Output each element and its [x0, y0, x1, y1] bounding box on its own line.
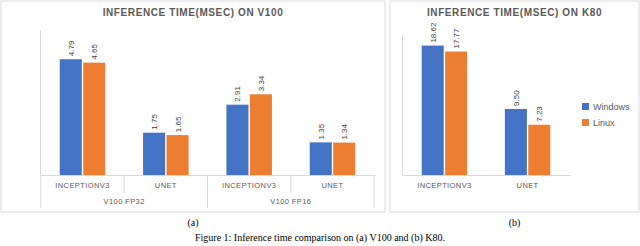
- chart-title: INFERENCE TIME(MSEC) ON V100: [103, 7, 284, 18]
- data-label: 4.79: [67, 40, 76, 56]
- figure-caption: Figure 1: Inference time comparison on (…: [195, 232, 445, 244]
- data-label: 4.65: [90, 44, 99, 60]
- y-axis-line: [402, 37, 403, 176]
- data-label: 18.62: [429, 22, 438, 43]
- panel: INFERENCE TIME(MSEC) ON K80 INCEPTIONV3 UN…: [390, 1, 639, 212]
- bar: [505, 109, 527, 175]
- x-tick: INCEPTIONV3: [55, 175, 109, 190]
- y-axis: [40, 31, 41, 176]
- category-group-label: V100 FP32: [104, 197, 145, 206]
- x-tick: INCEPTIONV3: [417, 175, 471, 190]
- bars: [422, 46, 551, 175]
- x-tick-label: UNET: [321, 181, 343, 190]
- bar: [445, 51, 467, 175]
- legend-label: Windows: [593, 102, 630, 112]
- bar: [250, 94, 272, 175]
- panel-label: (a): [187, 217, 198, 229]
- legend: Windows Linux: [582, 102, 630, 128]
- data-label: 17.77: [452, 28, 461, 49]
- category-group-label: V100 FP16: [270, 197, 311, 206]
- data-label: 9.50: [512, 90, 521, 106]
- panel: INFERENCE TIME(MSEC) ON V100 INCEPTIONV3 U…: [1, 1, 385, 212]
- data-label: 1.65: [174, 116, 183, 132]
- data-label: 3.34: [257, 75, 266, 91]
- x-tick-label: UNET: [517, 181, 539, 190]
- category-separator: [207, 175, 208, 208]
- x-tick: UNET: [517, 175, 539, 190]
- y-axis-line: [40, 31, 41, 176]
- x-tick-label: INCEPTIONV3: [55, 181, 109, 190]
- legend-label: Linux: [593, 118, 615, 128]
- x-tick-label: UNET: [155, 181, 177, 190]
- x-axis-line: [403, 175, 571, 176]
- x-tick: INCEPTIONV3: [222, 175, 276, 190]
- bar: [226, 105, 248, 175]
- figure: INFERENCE TIME(MSEC) ON V100 INCEPTIONV3 U…: [0, 0, 640, 246]
- panel-frame: [1, 1, 385, 212]
- x-tick: UNET: [155, 175, 177, 190]
- x-axis: INCEPTIONV3 UNET: [403, 175, 571, 190]
- y-axis: [402, 37, 403, 176]
- bar: [310, 142, 332, 175]
- chart-title: INFERENCE TIME(MSEC) ON K80: [427, 7, 602, 18]
- category-separator: [374, 175, 375, 208]
- x-tick: UNET: [321, 175, 343, 190]
- bar: [60, 59, 82, 175]
- x-tick-label: INCEPTIONV3: [417, 181, 471, 190]
- bar: [167, 135, 189, 175]
- legend-swatch: [582, 119, 589, 126]
- panel-label: (b): [509, 217, 521, 229]
- category-separator: [290, 175, 291, 193]
- bar: [333, 143, 355, 175]
- data-label: 1.75: [150, 114, 159, 130]
- x-tick-label: INCEPTIONV3: [222, 181, 276, 190]
- data-label: 1.34: [340, 123, 349, 139]
- category-separator: [124, 175, 125, 193]
- category-separator: [40, 175, 41, 208]
- data-label: 1.35: [317, 123, 326, 139]
- panel-frame: [390, 1, 639, 212]
- bar: [528, 125, 550, 175]
- bar: [143, 133, 165, 175]
- bar: [83, 63, 105, 175]
- data-label: 7.23: [535, 106, 544, 122]
- bars: [60, 59, 356, 175]
- data-label: 2.91: [233, 86, 242, 102]
- bar: [422, 46, 444, 175]
- legend-swatch: [582, 103, 589, 110]
